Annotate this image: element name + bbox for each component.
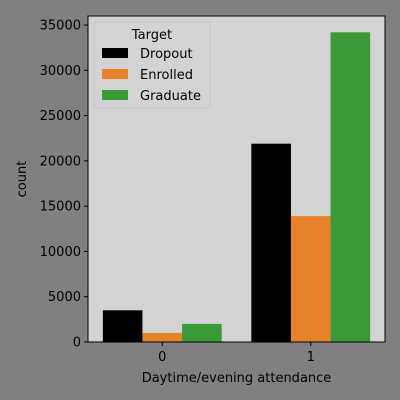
y-ticks-group: 0 5000 10000 15000 20000 25000 30000 35000 (40, 19, 88, 351)
x-tick-label: 1 (307, 350, 315, 365)
plot-frame (87, 15, 386, 343)
bar-dropout-0 (102, 310, 143, 342)
legend-label-dropout: Dropout (140, 47, 193, 62)
bar-enrolled-1 (290, 216, 331, 342)
legend-swatch-dropout (102, 48, 128, 58)
y-tick-label: 0 (73, 336, 81, 351)
y-axis-label: count (15, 161, 30, 198)
y-tick-label: 20000 (40, 154, 81, 169)
legend: Target Dropout Enrolled Graduate (93, 21, 211, 109)
legend-box (93, 21, 211, 109)
y-tick-label: 30000 (40, 64, 81, 79)
x-tick-label: 0 (158, 350, 166, 365)
x-axis-label: Daytime/evening attendance (142, 371, 332, 386)
legend-swatch-graduate (102, 90, 128, 100)
y-tick-label: 15000 (40, 200, 81, 215)
bar-enrolled-0 (142, 332, 183, 342)
legend-title: Target (131, 28, 172, 43)
bars-group (102, 32, 371, 343)
bar-graduate-1 (330, 32, 371, 343)
y-tick-label: 5000 (48, 290, 81, 305)
bar-dropout-1 (251, 143, 291, 342)
legend-swatch-enrolled (102, 69, 128, 79)
legend-label-graduate: Graduate (140, 89, 201, 104)
bar-graduate-0 (182, 323, 222, 342)
y-tick-label: 25000 (40, 109, 81, 124)
legend-label-enrolled: Enrolled (140, 68, 193, 83)
y-tick-label: 10000 (40, 245, 81, 260)
y-tick-label: 35000 (40, 19, 81, 34)
